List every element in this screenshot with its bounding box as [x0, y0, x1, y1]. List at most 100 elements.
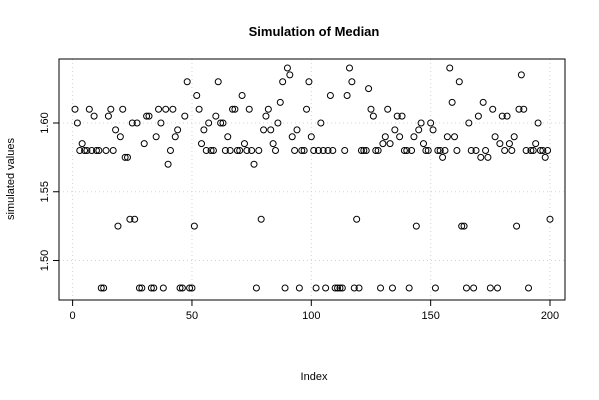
- data-point: [505, 140, 513, 148]
- data-point: [381, 133, 389, 141]
- data-point: [350, 284, 358, 292]
- data-point: [162, 105, 170, 113]
- data-point: [314, 147, 322, 154]
- data-point: [169, 105, 177, 113]
- data-point: [264, 105, 272, 113]
- data-point: [97, 284, 105, 292]
- data-point: [209, 147, 217, 154]
- data-point: [319, 147, 327, 154]
- data-point: [288, 133, 296, 141]
- data-point: [324, 147, 332, 154]
- data-point: [312, 284, 320, 292]
- data-point: [231, 105, 239, 113]
- data-point: [83, 147, 91, 154]
- x-tick-label: 150: [421, 310, 439, 322]
- data-point: [119, 105, 127, 113]
- data-point: [138, 284, 146, 292]
- data-point: [408, 147, 416, 154]
- data-point: [178, 284, 186, 292]
- data-point: [341, 147, 349, 154]
- data-point: [460, 222, 468, 230]
- data-point: [150, 284, 158, 292]
- data-point: [353, 215, 361, 223]
- data-point: [152, 133, 160, 141]
- data-point: [484, 153, 492, 161]
- data-point: [71, 105, 79, 113]
- data-point: [546, 215, 554, 223]
- data-point: [493, 284, 501, 292]
- data-point: [166, 147, 174, 154]
- data-point: [250, 160, 258, 168]
- data-point: [226, 147, 234, 154]
- data-point: [310, 147, 318, 154]
- data-point: [422, 147, 430, 154]
- x-tick-label: 50: [186, 310, 198, 322]
- data-point: [455, 78, 463, 86]
- data-point: [429, 126, 437, 134]
- y-tick-label: 1.60: [39, 112, 51, 133]
- data-point: [343, 92, 351, 99]
- data-point: [453, 147, 461, 154]
- data-point: [186, 284, 194, 292]
- data-point: [88, 147, 96, 154]
- data-point: [73, 119, 81, 127]
- plot-frame: [58, 58, 566, 301]
- data-point: [527, 147, 535, 154]
- data-point: [147, 284, 155, 292]
- data-point: [486, 284, 494, 292]
- data-point: [274, 119, 282, 127]
- y-tick-label: 1.50: [39, 250, 51, 271]
- data-point: [470, 284, 478, 292]
- data-point: [90, 112, 98, 120]
- data-point: [417, 119, 425, 127]
- data-point: [398, 112, 406, 120]
- data-point: [458, 222, 466, 230]
- data-point: [441, 147, 449, 154]
- data-point: [293, 126, 301, 134]
- data-point: [193, 92, 201, 99]
- data-point: [76, 147, 84, 154]
- data-point: [498, 112, 506, 120]
- data-point: [281, 284, 289, 292]
- chart-title: Simulation of Median: [249, 24, 380, 39]
- data-point: [102, 147, 110, 154]
- data-point: [176, 284, 184, 292]
- data-point: [155, 105, 163, 113]
- y-axis-label: simulated values: [5, 138, 17, 220]
- data-point: [135, 284, 143, 292]
- data-point: [443, 133, 451, 141]
- data-point: [515, 105, 523, 113]
- data-point: [81, 147, 89, 154]
- data-point: [369, 112, 377, 120]
- data-point: [510, 133, 518, 141]
- data-point: [529, 147, 537, 154]
- data-point: [334, 284, 342, 292]
- data-point: [240, 140, 248, 148]
- data-point: [427, 119, 435, 127]
- data-point: [109, 147, 117, 154]
- data-point: [520, 105, 528, 113]
- data-point: [159, 284, 167, 292]
- data-point: [379, 140, 387, 148]
- x-tick-label: 100: [302, 310, 320, 322]
- data-point: [489, 105, 497, 113]
- data-point: [298, 147, 306, 154]
- data-point: [479, 98, 487, 106]
- data-point: [283, 64, 291, 72]
- data-point: [307, 133, 315, 141]
- data-point: [541, 153, 549, 161]
- data-point: [336, 284, 344, 292]
- data-point: [104, 112, 112, 120]
- data-point: [439, 153, 447, 161]
- data-point: [145, 112, 153, 120]
- data-point: [295, 284, 303, 292]
- data-point: [424, 147, 432, 154]
- data-point: [198, 140, 206, 148]
- data-point: [431, 284, 439, 292]
- data-point: [522, 147, 530, 154]
- x-axis-label: Index: [301, 371, 328, 383]
- data-point: [525, 284, 533, 292]
- data-point: [183, 78, 191, 86]
- data-point: [474, 112, 482, 120]
